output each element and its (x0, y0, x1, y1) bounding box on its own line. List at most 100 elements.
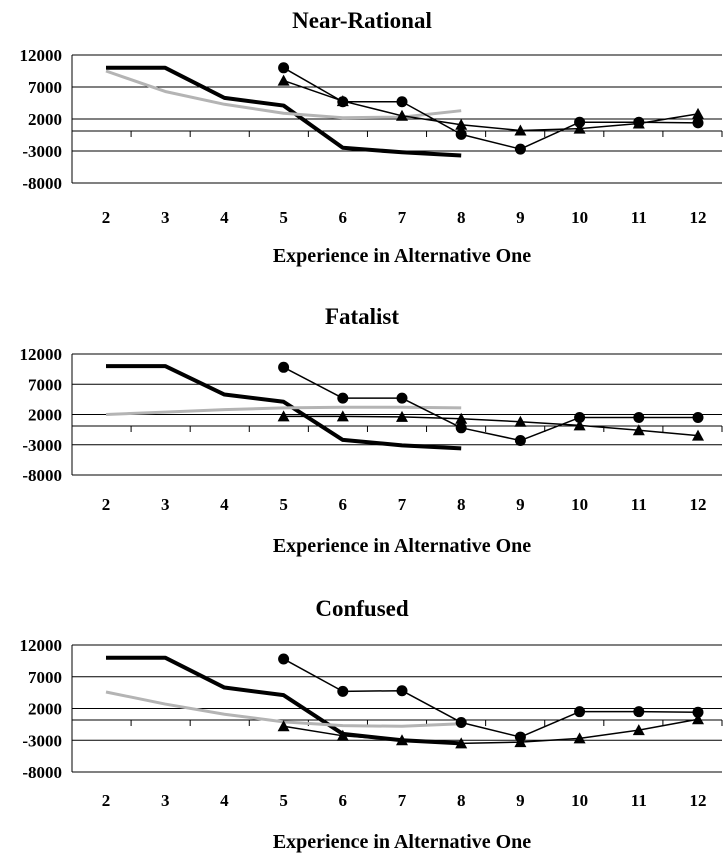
x-tick-label: 10 (571, 495, 588, 514)
x-tick-label: 5 (279, 208, 288, 227)
circle-marker (455, 422, 467, 434)
x-tick-label: 8 (457, 208, 466, 227)
circle-marker (278, 361, 290, 373)
circle-marker (574, 706, 586, 718)
x-tick-label: 9 (516, 791, 525, 810)
x-tick-label: 11 (631, 791, 647, 810)
series-line-triangle-markers (283, 415, 699, 437)
x-tick-label: 4 (220, 495, 229, 514)
circle-marker (278, 62, 290, 74)
triangle-marker (573, 419, 586, 431)
triangle-marker (573, 732, 586, 744)
chart-panel-2: Fatalist 12000 7000 2000 -3000 -8000 2 3 4 5 6 7 8 9 1… (20, 304, 723, 557)
triangle-marker (336, 729, 349, 741)
x-tick-label: 10 (571, 791, 588, 810)
x-tick-label: 3 (161, 208, 170, 227)
x-tick-label: 3 (161, 791, 170, 810)
y-tick-label: 12000 (20, 636, 63, 655)
circle-marker (396, 392, 408, 404)
x-tick-label: 6 (339, 208, 348, 227)
series-line-gray (105, 405, 462, 416)
x-tick-label: 7 (398, 495, 407, 514)
circle-marker (514, 435, 526, 447)
series-line-thick-black (106, 65, 462, 158)
x-tick-label: 4 (220, 208, 229, 227)
triangle-marker (455, 118, 468, 130)
y-tick-label: -8000 (22, 466, 62, 485)
x-tick-label: 7 (398, 791, 407, 810)
x-tick-label: 9 (516, 495, 525, 514)
x-tick-label: 6 (339, 495, 348, 514)
x-tick-label: 12 (690, 791, 707, 810)
series-line-triangle-markers (283, 79, 699, 132)
series-line-triangle-markers (283, 718, 699, 745)
circle-marker (633, 706, 645, 718)
y-tick-label: 7000 (28, 375, 62, 394)
y-tick-label: 2000 (28, 700, 62, 719)
triangle-marker (336, 95, 349, 107)
circle-marker (337, 392, 349, 404)
triangle-marker (632, 424, 645, 436)
triangle-marker (336, 410, 349, 422)
y-tick-label: -3000 (22, 731, 62, 750)
y-tick-label: 2000 (28, 110, 62, 129)
circle-marker (633, 412, 645, 424)
triangle-marker (455, 412, 468, 424)
x-tick-label: 8 (457, 495, 466, 514)
x-tick-label: 5 (279, 791, 288, 810)
x-tick-label: 11 (631, 495, 647, 514)
chart-title: Fatalist (325, 304, 399, 329)
chart-panel-1: Near-Rational 12000 7000 2000 -3000 -8000 2 3 4 5… (20, 8, 723, 267)
x-axis-label: Experience in Alternative One (273, 245, 531, 267)
x-tick-label: 12 (690, 208, 707, 227)
circle-marker (337, 685, 349, 697)
series-line-thick-black (106, 364, 462, 451)
triangle-marker (277, 410, 290, 422)
triangle-marker (396, 109, 408, 121)
triangle-marker (514, 415, 527, 427)
triangle-marker (692, 107, 704, 119)
triangle-marker (514, 124, 527, 136)
triangle-marker (514, 736, 527, 748)
series-line-circle-markers (283, 67, 699, 150)
x-tick-label: 7 (398, 208, 407, 227)
circle-marker (278, 653, 290, 665)
y-tick-label: 12000 (20, 345, 63, 364)
circle-marker (692, 412, 704, 424)
triangle-marker (455, 737, 468, 749)
circle-marker (692, 706, 704, 718)
y-tick-label: -3000 (22, 436, 62, 455)
x-tick-label: 11 (631, 208, 647, 227)
x-tick-label: 6 (339, 791, 348, 810)
triangle-marker (692, 429, 704, 441)
x-tick-label: 5 (279, 495, 288, 514)
triangle-marker (632, 117, 645, 129)
chart-title: Near-Rational (292, 8, 432, 33)
triangle-marker (277, 74, 290, 86)
x-axis-label: Experience in Alternative One (273, 535, 531, 557)
circle-marker (514, 143, 526, 155)
triangle-marker (277, 720, 290, 732)
triangle-marker (396, 734, 408, 746)
circle-marker (455, 128, 467, 140)
x-tick-label: 4 (220, 791, 229, 810)
y-tick-label: 12000 (20, 46, 63, 65)
y-tick-label: 7000 (28, 78, 62, 97)
triangle-marker (632, 724, 645, 736)
circle-marker (396, 96, 408, 108)
x-tick-label: 9 (516, 208, 525, 227)
x-tick-label: 2 (102, 208, 111, 227)
chart-title: Confused (315, 596, 409, 621)
circle-marker (574, 412, 586, 424)
y-tick-label: -3000 (22, 142, 62, 161)
circle-marker (574, 116, 586, 128)
x-axis-label: Experience in Alternative One (273, 831, 531, 853)
y-tick-label: 7000 (28, 668, 62, 687)
series-line-circle-markers (283, 658, 699, 738)
x-tick-label: 10 (571, 208, 588, 227)
x-tick-label: 2 (102, 495, 111, 514)
circle-marker (455, 716, 467, 728)
triangle-marker (692, 713, 704, 725)
triangle-marker (396, 410, 408, 422)
